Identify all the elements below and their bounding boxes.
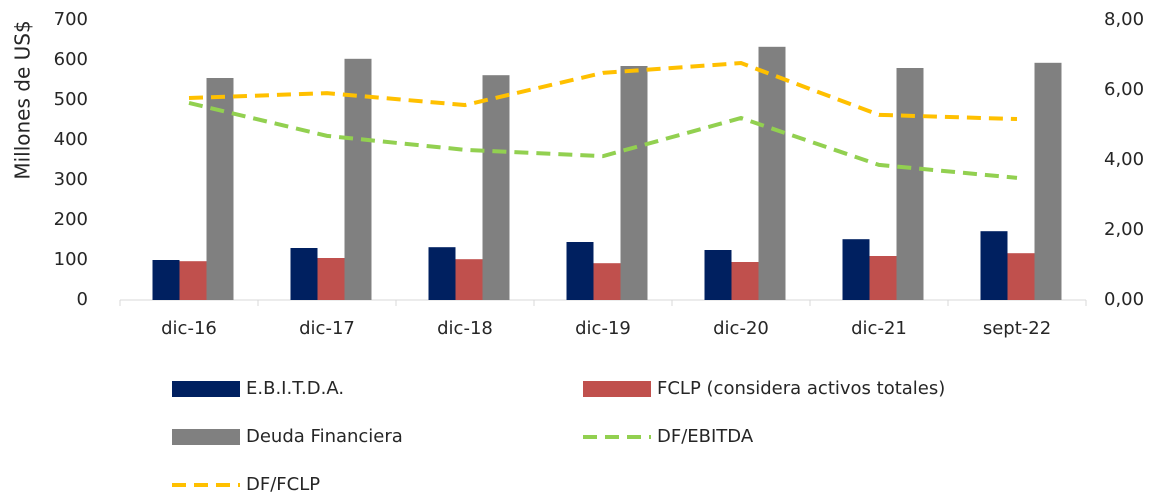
x-tick-label: dic-20 [713, 318, 769, 339]
x-tick-label: dic-19 [575, 318, 631, 339]
line-series [188, 101, 1018, 180]
x-tick-label: dic-18 [437, 318, 493, 339]
y2-tick-label: 0,00 [1104, 289, 1144, 310]
y-tick-label: 400 [54, 129, 88, 150]
bar [317, 258, 345, 300]
legend-label: DF/EBITDA [657, 426, 754, 447]
legend-label: E.B.I.T.D.A. [246, 378, 344, 399]
bar [482, 75, 510, 300]
bar [1034, 62, 1062, 300]
bar [290, 248, 318, 300]
bar [428, 247, 456, 300]
bar [704, 250, 732, 300]
x-tick-label: sept-22 [983, 318, 1051, 339]
legend-swatch [583, 381, 651, 397]
y2-tick-label: 6,00 [1104, 79, 1144, 100]
legend-swatch [172, 381, 240, 397]
bar [896, 68, 924, 300]
bar [758, 46, 786, 300]
line-series [188, 61, 1018, 122]
bar [593, 263, 621, 300]
y-tick-label: 100 [54, 249, 88, 270]
x-tick-label: dic-16 [161, 318, 217, 339]
bar [206, 78, 234, 300]
bar [842, 239, 870, 300]
y-tick-label: 600 [54, 49, 88, 70]
x-tick-label: dic-17 [299, 318, 355, 339]
bar [566, 242, 594, 300]
x-tick-label: dic-21 [851, 318, 907, 339]
legend-label: FCLP (considera activos totales) [657, 378, 945, 399]
y-tick-label: 300 [54, 169, 88, 190]
legend-label: Deuda Financiera [246, 426, 403, 447]
bar [980, 231, 1008, 300]
bar [731, 262, 759, 300]
y-tick-label: 500 [54, 89, 88, 110]
bar [1007, 253, 1035, 300]
bar [455, 259, 483, 300]
y2-tick-label: 4,00 [1104, 149, 1144, 170]
bar [152, 260, 180, 300]
bar [869, 256, 897, 300]
bar [344, 58, 372, 300]
bar [620, 66, 648, 300]
legend-label: DF/FCLP [246, 474, 320, 495]
y2-tick-label: 2,00 [1104, 219, 1144, 240]
legend-swatch [172, 429, 240, 445]
y-tick-label: 0 [77, 289, 88, 310]
y2-tick-label: 8,00 [1104, 9, 1144, 30]
y-axis-label: Millones de US$ [11, 20, 35, 179]
y-tick-label: 700 [54, 9, 88, 30]
y-tick-label: 200 [54, 209, 88, 230]
bar [179, 261, 207, 300]
